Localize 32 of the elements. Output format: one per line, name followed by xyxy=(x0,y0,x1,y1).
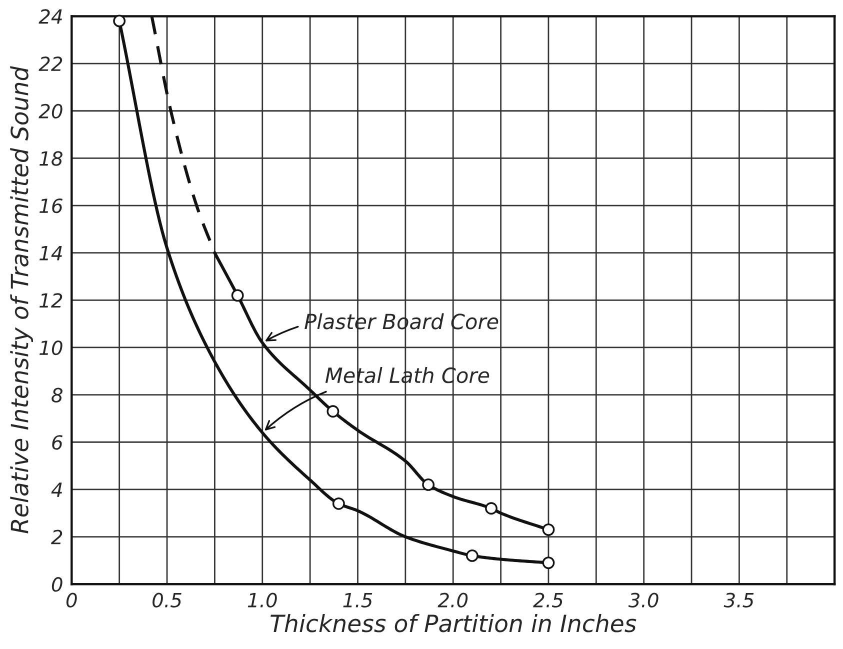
x-tick-label: 0 xyxy=(66,592,77,608)
y-tick-label: 20 xyxy=(38,104,62,119)
y-tick-label: 18 xyxy=(40,151,62,166)
point xyxy=(422,478,435,491)
y-tick-label: 0 xyxy=(52,577,62,592)
y-tick-label: 8 xyxy=(52,388,62,402)
point xyxy=(326,405,340,418)
point xyxy=(466,549,478,562)
x-tick-label: 3.0 xyxy=(628,592,658,608)
y-tick-label: 22 xyxy=(38,56,62,71)
point xyxy=(542,523,555,536)
x-tick-label: 1.0 xyxy=(248,592,277,608)
y-axis-title: Relative Intensity of Transmitted Sound xyxy=(10,66,34,534)
y-tick-label: 12 xyxy=(40,293,62,308)
point xyxy=(332,497,345,510)
y-tick-label: 2 xyxy=(51,530,62,544)
y-tick-label: 14 xyxy=(40,246,62,260)
x-tick-label: 0.5 xyxy=(152,592,182,608)
y-tick-label: 6 xyxy=(52,435,62,450)
y-tick-label: 24 xyxy=(38,9,62,24)
x-tick-label: 2.0 xyxy=(438,592,468,608)
point xyxy=(485,502,498,515)
point xyxy=(113,14,126,28)
y-tick-label: 16 xyxy=(40,198,62,214)
y-tick-label: 10 xyxy=(40,340,62,356)
x-tick-label: 1.5 xyxy=(343,593,372,608)
x-tick-label: 2.5 xyxy=(533,592,563,608)
y-tick-label: 4 xyxy=(51,482,62,497)
x-axis-title: Thickness of Partition in Inches xyxy=(270,614,636,632)
x-tick-label: 3.5 xyxy=(724,592,754,608)
point xyxy=(542,556,555,570)
point xyxy=(231,289,244,302)
